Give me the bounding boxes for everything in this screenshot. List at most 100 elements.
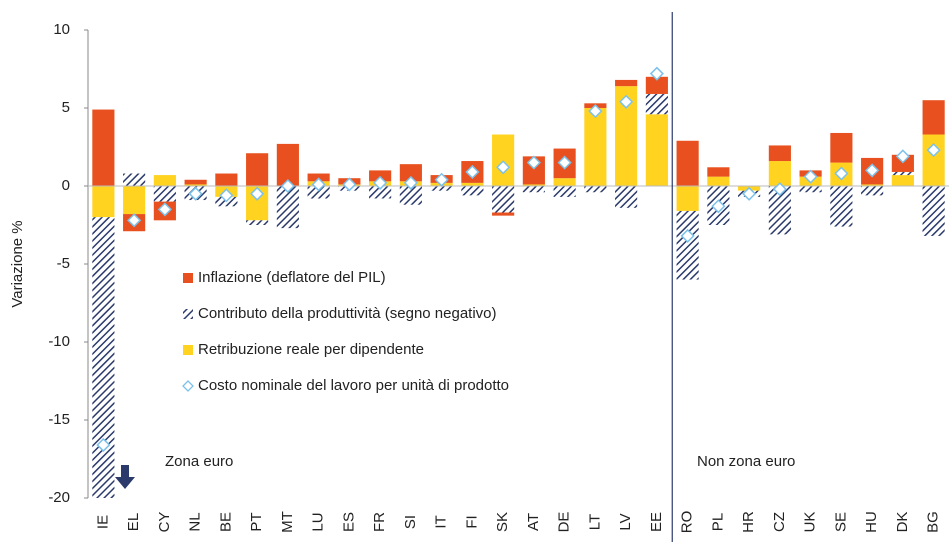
y-tick-label: 5 [62,99,70,116]
y-tick-label: 10 [53,21,70,38]
x-tick-label: FI [463,515,480,528]
bar-segment [553,178,576,186]
ulc-marker [649,66,664,81]
bar-segment [922,186,945,236]
bar-segment [584,186,607,193]
ulc-marker [373,175,388,190]
x-tick-label: FR [371,512,388,532]
y-axis-label: Variazione % [9,220,26,307]
bar-segment [492,212,515,216]
x-tick-label: CY [156,512,173,533]
bar-segment [891,171,914,176]
x-tick-label: EE [648,512,665,532]
bar-segment [92,217,115,498]
legend-label: Inflazione (deflatore del PIL) [198,269,386,286]
x-tick-label: SK [494,512,511,532]
bar-segment [615,186,638,208]
bar-segment [830,132,853,163]
bar-segment [615,79,638,87]
x-tick-label: HU [863,511,880,533]
ulc-marker [895,149,910,164]
y-tick-label: -20 [48,489,70,506]
bar-segment [246,220,269,225]
ulc-marker [280,178,295,194]
group-annotation: Zona euro [165,453,233,470]
ulc-marker [711,199,726,214]
bar-segment [922,134,945,186]
bar-segment [676,140,699,186]
x-tick-label: IE [94,515,111,529]
legend-swatch [183,345,193,355]
bar-segment [522,184,545,186]
bar-segment [307,186,330,199]
bar-segment [153,175,176,186]
ulc-marker [311,177,326,192]
ulc-marker [772,182,787,197]
ulc-marker [865,163,880,178]
bar-segment [861,186,884,196]
ulc-marker [526,155,541,170]
x-tick-label: EL [125,513,142,531]
x-tick-label: SI [402,515,419,529]
bar-segment [399,164,422,182]
bar-segment [676,186,699,211]
x-tick-label: UK [802,512,819,533]
ulc-marker [219,188,234,203]
x-tick-label: LV [617,513,634,530]
ulc-marker [342,177,357,192]
x-tick-label: PT [248,512,265,531]
bar-segment [799,186,822,193]
ulc-marker [803,169,818,184]
bar-segment [92,109,115,186]
x-tick-label: AT [525,513,542,531]
ulc-marker [157,202,172,217]
ulc-marker [557,155,572,170]
x-tick-label: DK [894,512,911,533]
legend-label: Retribuzione reale per dipendente [198,341,424,358]
x-tick-label: NL [187,512,204,531]
x-tick-label: LU [310,512,327,531]
bar-segment [830,186,853,227]
bar-segment [707,167,730,177]
bar-segment [215,173,238,186]
y-tick-label: -5 [57,255,70,272]
x-tick-label: ES [340,512,357,532]
x-tick-label: RO [679,511,696,534]
bar-segment [184,184,207,186]
bar-segment [584,108,607,186]
bar-segment [461,186,484,196]
ulc-marker [834,166,849,181]
legend-swatch [183,309,193,319]
bar-segment [369,186,392,199]
bar-segment [891,175,914,186]
bar-segment [399,186,422,205]
bar-segment [922,100,945,135]
bar-segment [153,186,176,202]
bar-segment [92,186,115,218]
x-tick-label: BG [925,511,942,533]
bar-segment [553,186,576,197]
bar-segment [707,176,730,186]
bar-segment [768,186,791,235]
ulc-marker [465,164,480,180]
bar-segment [461,182,484,186]
ulc-marker [403,175,418,190]
x-tick-label: DE [556,512,573,533]
y-tick-label: -15 [48,411,70,428]
bar-segment [123,173,146,186]
legend-swatch [183,273,193,283]
ulc-marker [496,160,511,175]
x-tick-label: CZ [771,512,788,532]
x-tick-label: MT [279,511,296,533]
ulc-marker [619,94,634,109]
group-annotation: Non zona euro [697,453,795,470]
legend-swatch [182,380,194,392]
y-tick-label: 0 [62,177,70,194]
bar-segment [430,186,453,191]
x-tick-label: BE [217,512,234,532]
ulc-marker [680,228,695,243]
overflow-arrow [115,465,135,489]
ulc-marker [742,186,757,201]
bar-segment [615,86,638,186]
bar-segment [492,186,515,213]
